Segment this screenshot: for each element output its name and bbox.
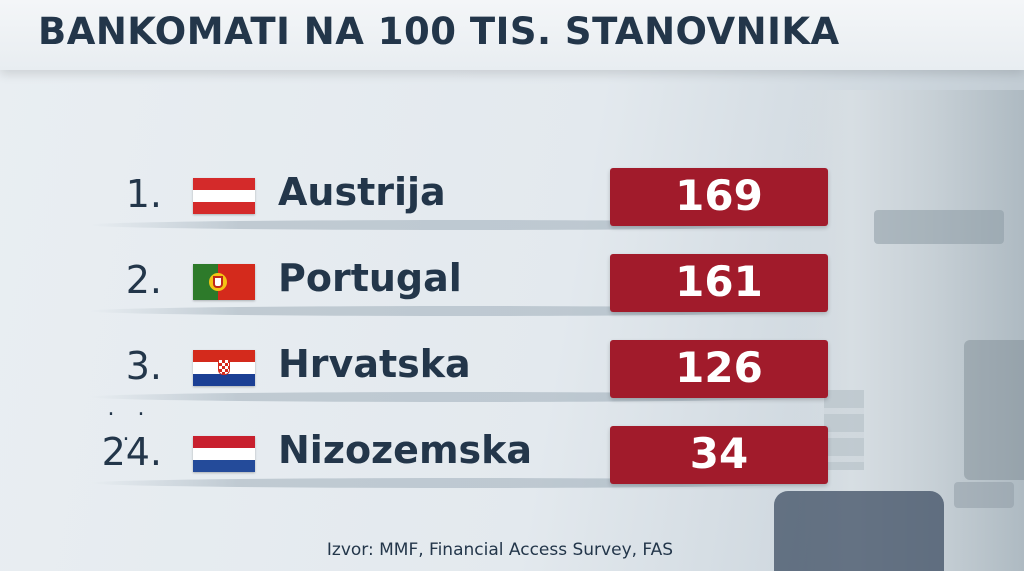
- netherlands-flag-icon: [193, 436, 255, 472]
- value-badge: 126: [610, 340, 828, 398]
- value-text: 34: [689, 429, 749, 478]
- row-divider: [90, 392, 830, 402]
- portugal-flag-icon: [193, 264, 255, 300]
- country-name: Hrvatska: [278, 342, 471, 386]
- atm-panel: [874, 210, 1004, 244]
- atm-keypad: [824, 390, 864, 470]
- country-name: Austrija: [278, 170, 446, 214]
- row-divider: [90, 220, 830, 230]
- source-caption: Izvor: MMF, Financial Access Survey, FAS: [326, 540, 674, 560]
- croatia-flag-icon: [193, 350, 255, 386]
- rank-label: 2.: [125, 258, 162, 302]
- page-title: BANKOMATI NA 100 TIS. STANOVNIKA: [38, 10, 840, 53]
- atm-card-slot: [964, 340, 1024, 480]
- country-name: Nizozemska: [278, 428, 533, 472]
- rank-label: 1.: [125, 172, 162, 216]
- row-divider: [90, 306, 830, 316]
- rank-label: 3.: [125, 344, 162, 388]
- austria-flag-icon: [193, 178, 255, 214]
- value-text: 126: [675, 343, 763, 392]
- value-badge: 161: [610, 254, 828, 312]
- atm-background: [774, 90, 1024, 571]
- ranking-row: 3. Hrvatska 126: [0, 340, 840, 402]
- atm-label-plate: [954, 482, 1014, 508]
- value-badge: 169: [610, 168, 828, 226]
- row-divider: [90, 478, 830, 488]
- country-name: Portugal: [278, 256, 462, 300]
- atm-base: [774, 491, 944, 571]
- value-text: 161: [675, 257, 763, 306]
- value-text: 169: [675, 171, 763, 220]
- ellipsis: . . .: [107, 396, 153, 446]
- ranking-row: 2. Portugal 161: [0, 254, 840, 316]
- value-badge: 34: [610, 426, 828, 484]
- ranking-row: 1. Austrija 169: [0, 168, 840, 230]
- rank-label: 24.: [101, 430, 162, 474]
- ranking-row: 24. Nizozemska 34: [0, 426, 840, 488]
- title-bar: BANKOMATI NA 100 TIS. STANOVNIKA: [0, 0, 1024, 70]
